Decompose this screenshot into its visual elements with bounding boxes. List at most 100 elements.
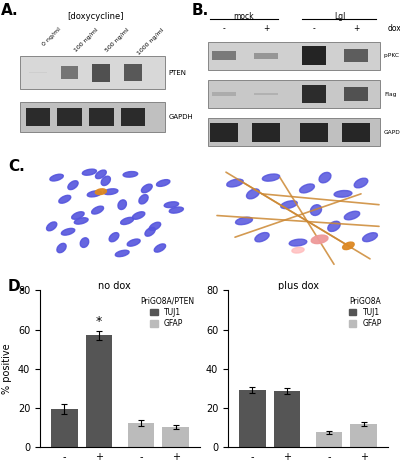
Text: [doxycycline]: [doxycycline] <box>68 12 124 21</box>
Text: +: + <box>353 24 359 33</box>
Bar <box>29 72 47 73</box>
Ellipse shape <box>289 239 307 246</box>
Ellipse shape <box>169 207 183 213</box>
Ellipse shape <box>246 189 260 199</box>
Ellipse shape <box>96 170 106 178</box>
Bar <box>86 336 112 447</box>
Ellipse shape <box>311 235 328 243</box>
Bar <box>51 409 78 447</box>
Text: 1000 ng/ml: 1000 ng/ml <box>136 27 165 56</box>
Ellipse shape <box>300 184 314 193</box>
Ellipse shape <box>121 218 134 225</box>
Ellipse shape <box>236 217 252 225</box>
Bar <box>26 107 50 126</box>
Ellipse shape <box>292 248 304 253</box>
Text: -: - <box>313 24 315 33</box>
Ellipse shape <box>46 222 57 231</box>
Y-axis label: % positive: % positive <box>2 343 12 394</box>
Bar <box>20 102 165 132</box>
Ellipse shape <box>109 233 119 242</box>
Text: Flag: Flag <box>384 92 396 96</box>
Ellipse shape <box>145 227 155 236</box>
Ellipse shape <box>164 202 179 207</box>
Bar <box>239 390 266 447</box>
Ellipse shape <box>57 243 66 253</box>
Bar <box>121 107 145 126</box>
Text: no dox: no dox <box>98 280 130 290</box>
Bar <box>57 107 82 126</box>
Bar <box>208 80 380 108</box>
Ellipse shape <box>328 221 340 231</box>
Text: *: * <box>96 315 102 328</box>
Bar <box>89 107 114 126</box>
Bar <box>350 424 377 447</box>
Ellipse shape <box>262 174 280 181</box>
Ellipse shape <box>123 171 138 177</box>
Bar <box>212 93 236 95</box>
Bar <box>316 432 342 447</box>
Ellipse shape <box>319 172 331 183</box>
Bar <box>20 56 165 89</box>
Ellipse shape <box>82 169 96 175</box>
Text: 500 ng/ml: 500 ng/ml <box>105 27 131 53</box>
Bar <box>208 41 380 70</box>
Ellipse shape <box>132 212 145 219</box>
Ellipse shape <box>118 200 126 209</box>
Text: plus dox: plus dox <box>278 280 318 290</box>
Bar <box>208 118 380 147</box>
Ellipse shape <box>104 189 118 195</box>
Bar <box>92 64 110 82</box>
Text: 0 ng/ml: 0 ng/ml <box>42 27 62 47</box>
Ellipse shape <box>127 239 140 246</box>
Ellipse shape <box>362 233 378 242</box>
Bar <box>128 423 154 447</box>
Ellipse shape <box>281 201 297 208</box>
Ellipse shape <box>149 222 161 230</box>
Bar <box>342 123 370 142</box>
Bar <box>302 85 326 103</box>
Ellipse shape <box>344 211 360 220</box>
Bar <box>344 49 368 62</box>
Ellipse shape <box>59 195 71 203</box>
Bar <box>212 51 236 60</box>
Ellipse shape <box>255 232 269 242</box>
Ellipse shape <box>354 178 368 188</box>
Text: +: + <box>263 24 269 33</box>
Ellipse shape <box>92 206 104 214</box>
Ellipse shape <box>141 184 152 193</box>
Ellipse shape <box>334 190 352 197</box>
Text: dox: dox <box>388 24 400 33</box>
Ellipse shape <box>80 238 89 248</box>
Ellipse shape <box>310 205 322 215</box>
Bar <box>61 66 78 79</box>
Text: GAPDH: GAPDH <box>384 130 400 135</box>
Text: pPKC substrate: pPKC substrate <box>384 53 400 58</box>
Bar <box>252 123 280 142</box>
Text: 100 ng/ml: 100 ng/ml <box>73 27 99 53</box>
Ellipse shape <box>154 244 166 252</box>
Text: D.: D. <box>8 279 26 294</box>
Bar <box>254 93 278 95</box>
Ellipse shape <box>87 191 101 197</box>
Text: PTEN: PTEN <box>168 70 186 76</box>
Ellipse shape <box>156 180 170 186</box>
Text: mock: mock <box>234 12 254 21</box>
Ellipse shape <box>72 212 84 219</box>
Text: B.: B. <box>192 3 209 18</box>
Ellipse shape <box>61 228 75 235</box>
Bar <box>344 87 368 101</box>
Ellipse shape <box>74 218 88 224</box>
Text: Lgl: Lgl <box>334 12 346 21</box>
Legend: TUJ1, GFAP: TUJ1, GFAP <box>346 294 384 331</box>
Legend: TUJ1, GFAP: TUJ1, GFAP <box>138 294 196 331</box>
Bar <box>124 64 142 81</box>
Ellipse shape <box>101 176 110 185</box>
Text: -: - <box>223 24 225 33</box>
Text: C.: C. <box>8 159 25 174</box>
Ellipse shape <box>95 189 106 195</box>
Ellipse shape <box>343 242 354 249</box>
Ellipse shape <box>139 195 148 204</box>
Ellipse shape <box>227 179 243 187</box>
Ellipse shape <box>50 174 63 181</box>
Bar <box>254 53 278 59</box>
